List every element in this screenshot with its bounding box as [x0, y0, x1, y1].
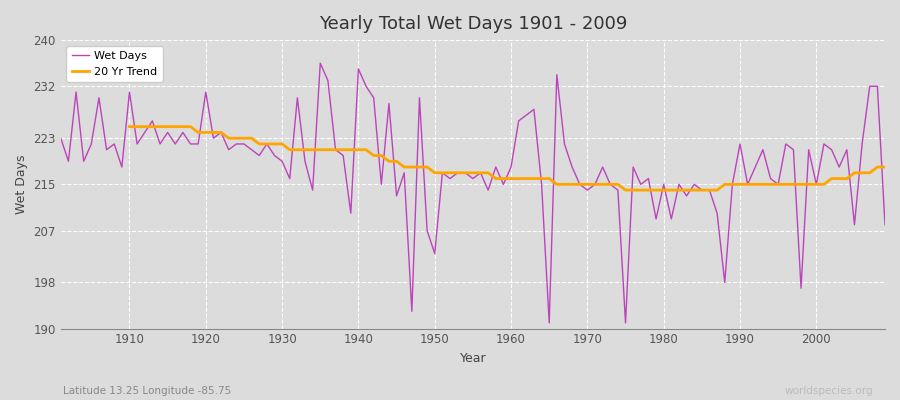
20 Yr Trend	[879, 165, 890, 170]
Line: Wet Days: Wet Days	[61, 63, 885, 323]
X-axis label: Year: Year	[460, 352, 486, 365]
Wet Days	[56, 136, 67, 140]
Title: Yearly Total Wet Days 1901 - 2009: Yearly Total Wet Days 1901 - 2009	[319, 15, 627, 33]
20 Yr Trend	[620, 188, 631, 192]
Wet Days	[284, 176, 295, 181]
Wet Days	[506, 165, 517, 170]
Wet Days	[544, 320, 554, 325]
20 Yr Trend	[269, 142, 280, 146]
Wet Days	[116, 165, 127, 170]
20 Yr Trend	[300, 147, 310, 152]
Wet Days	[513, 118, 524, 123]
Wet Days	[613, 188, 624, 192]
20 Yr Trend	[124, 124, 135, 129]
20 Yr Trend	[826, 176, 837, 181]
Line: 20 Yr Trend: 20 Yr Trend	[130, 127, 885, 190]
Wet Days	[338, 153, 348, 158]
Wet Days	[879, 222, 890, 227]
20 Yr Trend	[513, 176, 524, 181]
20 Yr Trend	[574, 182, 585, 187]
Text: Latitude 13.25 Longitude -85.75: Latitude 13.25 Longitude -85.75	[63, 386, 231, 396]
Y-axis label: Wet Days: Wet Days	[15, 154, 28, 214]
Legend: Wet Days, 20 Yr Trend: Wet Days, 20 Yr Trend	[67, 46, 163, 82]
Wet Days	[315, 61, 326, 66]
20 Yr Trend	[849, 170, 859, 175]
Text: worldspecies.org: worldspecies.org	[785, 386, 873, 396]
